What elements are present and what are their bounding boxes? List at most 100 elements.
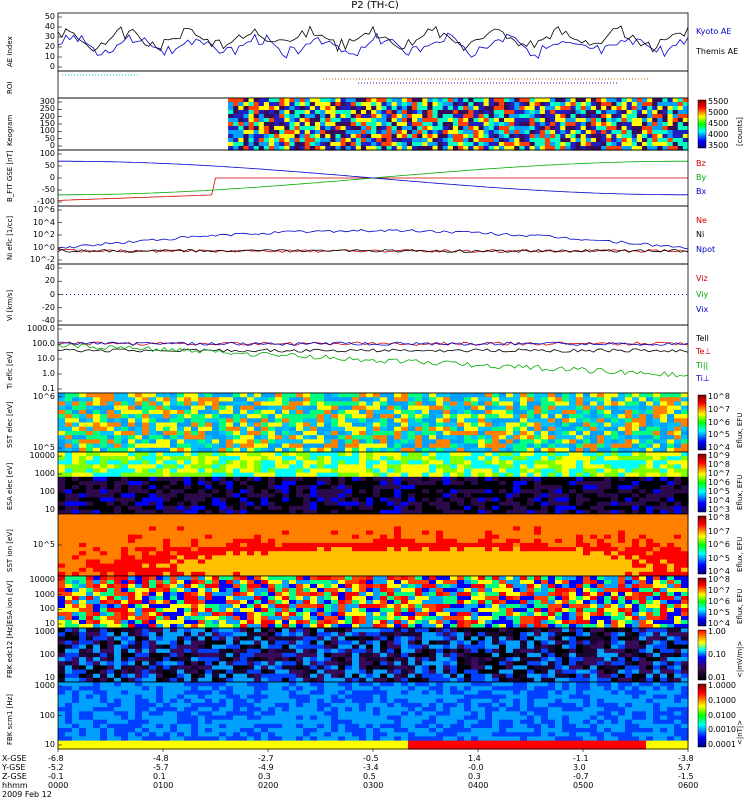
heat-cell xyxy=(391,142,398,147)
heat-cell xyxy=(492,526,500,532)
heat-cell xyxy=(468,110,474,115)
heat-cell xyxy=(359,505,367,511)
heat-cell xyxy=(268,409,276,415)
heat-cell xyxy=(282,509,290,515)
heat-cell xyxy=(320,118,326,123)
heat-cell xyxy=(387,538,395,544)
heat-cell xyxy=(562,501,570,507)
heat-cell xyxy=(519,126,526,131)
heat-cell xyxy=(282,567,290,573)
heat-cell xyxy=(114,514,122,519)
heat-cell xyxy=(408,534,416,540)
heat-cell xyxy=(583,476,591,482)
heat-cell xyxy=(128,443,136,449)
heat-cell xyxy=(114,518,122,523)
heat-cell xyxy=(626,98,633,103)
heat-cell xyxy=(345,134,352,139)
heat-cell xyxy=(681,447,689,453)
heat-cell xyxy=(478,547,486,552)
heat-cell xyxy=(254,430,262,436)
heat-cell xyxy=(310,409,318,415)
heat-cell xyxy=(338,409,346,415)
heat-cell xyxy=(303,555,311,561)
heat-cell xyxy=(576,534,584,540)
heat-cell xyxy=(142,538,150,544)
heat-cell xyxy=(492,447,500,453)
heat-cell xyxy=(464,452,472,457)
heat-cell xyxy=(254,401,262,407)
heat-cell xyxy=(366,526,374,532)
heat-cell xyxy=(471,405,479,411)
heat-cell xyxy=(198,393,206,398)
heat-cell xyxy=(314,110,321,115)
heat-cell xyxy=(562,571,570,577)
heat-cell xyxy=(352,443,360,449)
heat-cell xyxy=(128,435,136,440)
heat-cell xyxy=(621,114,628,119)
heat-cell xyxy=(506,401,514,407)
heat-cell xyxy=(366,480,374,486)
heat-cell xyxy=(471,497,479,503)
heat-cell xyxy=(667,476,675,482)
heat-cell xyxy=(335,118,342,123)
heat-cell xyxy=(520,559,528,565)
heat-cell xyxy=(114,505,122,511)
heat-cell xyxy=(422,530,430,536)
heat-cell xyxy=(156,480,164,486)
heat-cell xyxy=(625,426,633,432)
heat-cell xyxy=(376,110,382,115)
heat-cell xyxy=(303,514,311,519)
heat-cell xyxy=(576,563,584,569)
heat-cell xyxy=(330,98,337,103)
heat-cell xyxy=(58,476,66,482)
heat-cell xyxy=(473,106,480,111)
heat-cell xyxy=(380,551,388,556)
heat-cell xyxy=(415,480,423,486)
heat-cell xyxy=(289,526,297,532)
heat-cell xyxy=(541,439,549,445)
heat-cell xyxy=(576,555,584,561)
heat-cell xyxy=(626,130,633,135)
heat-cell xyxy=(86,480,94,486)
heat-cell xyxy=(366,452,374,457)
heat-cell xyxy=(534,538,542,544)
heat-cell xyxy=(303,472,311,478)
heat-cell xyxy=(422,480,430,486)
heat-cell xyxy=(335,98,342,103)
heat-cell xyxy=(471,555,479,561)
heat-cell xyxy=(149,555,157,561)
heat-cell xyxy=(396,130,403,135)
heat-cell xyxy=(625,489,633,494)
heat-cell xyxy=(401,98,408,103)
heat-cell xyxy=(555,493,563,499)
heat-cell xyxy=(163,522,171,527)
panel-frame xyxy=(57,324,689,394)
heat-cell xyxy=(243,130,250,135)
heat-cell xyxy=(296,456,304,461)
heat-cell xyxy=(597,480,605,486)
heat-cell xyxy=(261,456,269,461)
heat-cell xyxy=(72,571,80,577)
heat-cell xyxy=(562,547,570,552)
heat-cell xyxy=(618,468,626,474)
heat-cell xyxy=(156,476,164,482)
heat-cell xyxy=(443,534,451,540)
heat-cell xyxy=(575,138,582,143)
heat-cell xyxy=(639,447,647,453)
heat-cell xyxy=(198,397,206,403)
heat-cell xyxy=(429,542,437,548)
heat-cell xyxy=(555,430,563,436)
heat-cell xyxy=(422,522,430,527)
heat-cell xyxy=(394,401,402,407)
heat-cell xyxy=(415,439,423,445)
heat-cell xyxy=(443,401,451,407)
heat-cell xyxy=(387,563,395,569)
heat-cell xyxy=(527,430,535,436)
heat-cell xyxy=(596,110,602,115)
heat-cell xyxy=(240,559,248,565)
heat-cell xyxy=(72,542,80,548)
heat-cell xyxy=(219,439,227,445)
heat-cell xyxy=(170,538,178,544)
heat-cell xyxy=(499,563,507,569)
heat-cell xyxy=(238,118,245,123)
